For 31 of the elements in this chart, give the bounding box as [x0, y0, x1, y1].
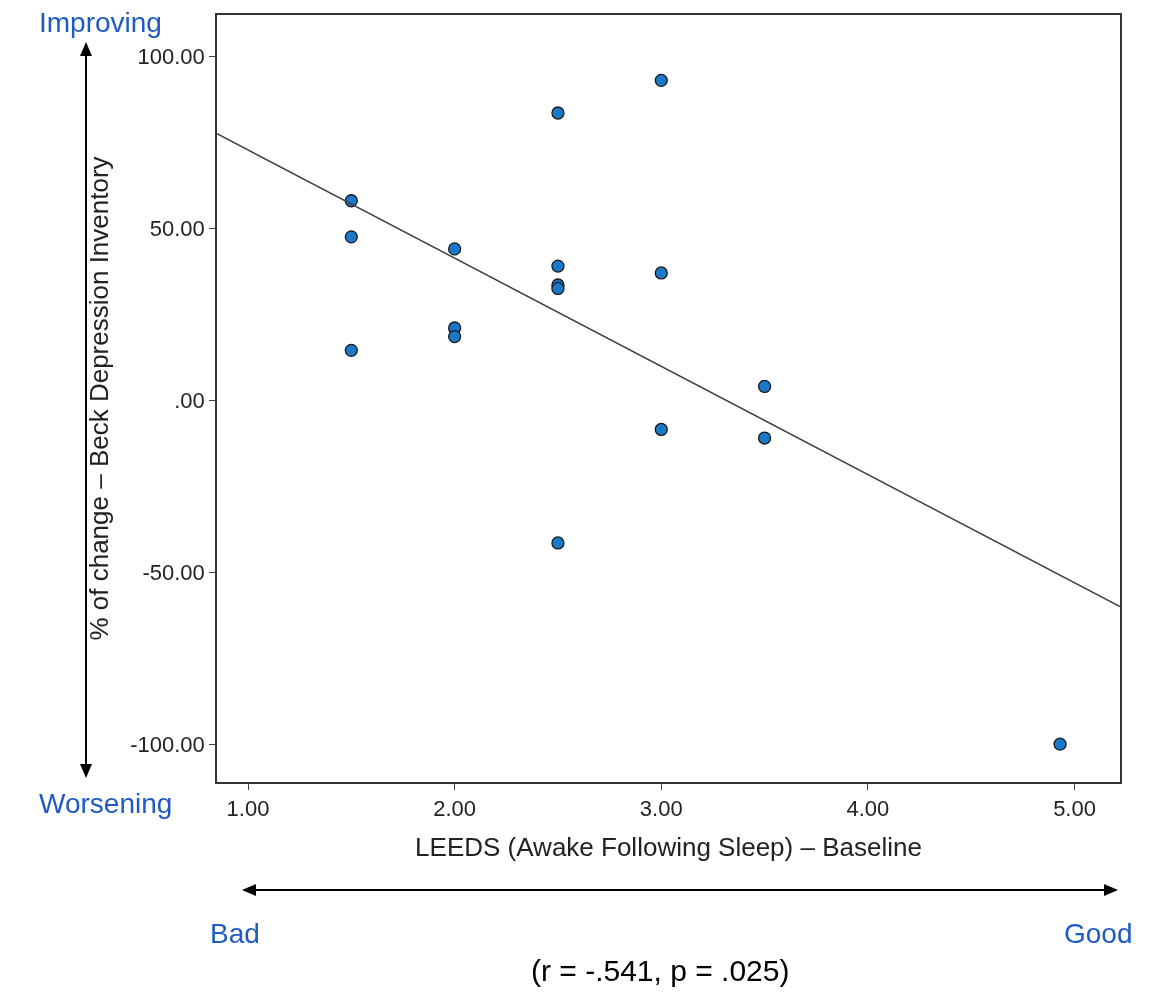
y-tick-label: 50.00: [149, 215, 205, 241]
x-tick-label: 1.00: [226, 796, 270, 822]
point: [551, 259, 565, 273]
text: Improving: [39, 7, 162, 38]
y-tick-label: -50.00: [142, 559, 205, 585]
point: [551, 106, 565, 120]
x-axis-title: LEEDS (Awake Following Sleep) – Baseline: [415, 832, 922, 863]
x-tick-label: 4.00: [846, 796, 890, 822]
x-tick-label: 5.00: [1053, 796, 1096, 822]
text: Worsening: [39, 788, 173, 819]
point: [757, 431, 772, 445]
point: [447, 329, 462, 344]
point: [344, 230, 358, 244]
point: [551, 536, 565, 550]
point: [447, 242, 462, 256]
point: [344, 343, 358, 357]
text: Bad: [210, 918, 260, 949]
text: (r = -.541, p = .025): [531, 954, 790, 987]
point: [757, 379, 772, 394]
text: Good: [1064, 918, 1133, 949]
point: [654, 266, 668, 280]
point: [654, 422, 668, 437]
y-tick-label: 100.00: [137, 43, 205, 69]
point: [654, 73, 668, 87]
y-tick-label: -100.00: [130, 731, 205, 757]
point: [1053, 737, 1067, 751]
y-tick-label: .00: [174, 387, 205, 413]
point: [551, 281, 565, 296]
x-tick-label: 3.00: [639, 796, 683, 822]
y-axis-title: % of change – Beck Depression Inventory: [84, 156, 115, 641]
x-tick-label: 2.00: [433, 796, 477, 822]
